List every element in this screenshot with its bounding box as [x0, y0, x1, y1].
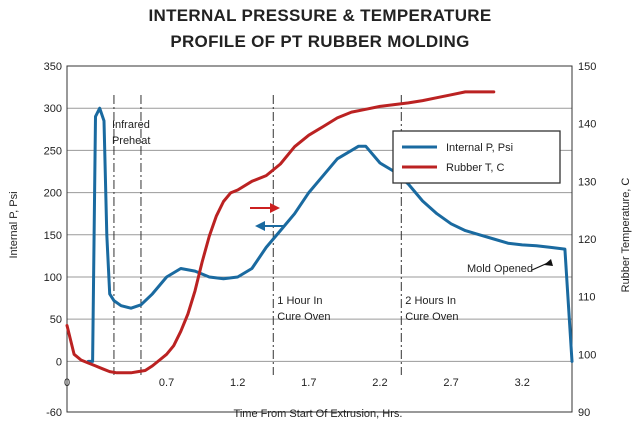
legend-label-pressure: Internal P, Psi: [446, 142, 513, 154]
y2-tick-label: 110: [578, 292, 596, 304]
y2-tick-label: 140: [578, 119, 596, 131]
y-axis-label: Internal P, Psi: [8, 191, 20, 258]
x-tick-label: 0: [64, 377, 70, 389]
annotation-text: 2 Hours In: [405, 295, 456, 307]
x-tick-label: 1.7: [301, 377, 316, 389]
mold-opened-arrowhead: [544, 259, 553, 266]
y2-axis-label: Rubber Temperature, C: [620, 178, 632, 293]
annotation-text: Cure Oven: [277, 311, 330, 323]
y2-tick-label: 90: [578, 407, 590, 419]
annotation-text: 1 Hour In: [277, 295, 322, 307]
chart-subtitle: PROFILE OF PT RUBBER MOLDING: [170, 32, 470, 51]
y2-tick-label: 100: [578, 349, 596, 361]
grid-lines: [67, 107, 572, 362]
x-tick-label: 2.7: [443, 377, 458, 389]
y-tick-label: -60: [46, 407, 62, 419]
y-tick-label: 0: [56, 356, 62, 368]
annotations: Infrared Preheat 1 Hour In Cure Oven 2 Hours…: [112, 119, 553, 323]
series-internal-pressure: [86, 106, 574, 363]
axis-arrows: [250, 203, 285, 231]
y-tick-label: 300: [44, 103, 62, 115]
legend-label-temperature: Rubber T, C: [446, 162, 505, 174]
legend-box: [392, 130, 561, 184]
x-tick-label: 2.2: [372, 377, 387, 389]
y-tick-label: 100: [44, 272, 62, 284]
y-tick-label: 350: [44, 61, 62, 73]
y-tick-label: 200: [44, 188, 62, 200]
y-tick-label: 50: [50, 314, 62, 326]
series-rubber-temperature: [65, 90, 496, 375]
x-tick-label: 0.7: [159, 377, 174, 389]
blue-arrow-head: [255, 221, 265, 231]
annotation-text: Cure Oven: [405, 311, 458, 323]
y2-tick-label: 150: [578, 61, 596, 73]
axis-ticks: -60 0 50 100 150 200 250 300 350 90 100 110 120 130 14…: [44, 61, 597, 419]
red-arrow-head: [270, 203, 280, 213]
annotation-text: Mold Opened: [467, 263, 533, 275]
plot-frame: [66, 65, 573, 413]
annotation-text: Infrared: [112, 119, 150, 131]
y2-tick-label: 130: [578, 176, 596, 188]
y-tick-label: 250: [44, 145, 62, 157]
annotation-text: Preheat: [112, 135, 151, 147]
y-tick-label: 150: [44, 230, 62, 242]
x-tick-label: 1.2: [230, 377, 245, 389]
y2-tick-label: 120: [578, 234, 596, 246]
series-lines: [65, 90, 574, 375]
legend: Internal P, Psi Rubber T, C: [392, 130, 561, 184]
x-tick-label: 3.2: [515, 377, 530, 389]
x-axis-label: Time From Start Of Extrusion, Hrs.: [234, 408, 403, 420]
chart-title: INTERNAL PRESSURE & TEMPERATURE: [148, 6, 492, 25]
